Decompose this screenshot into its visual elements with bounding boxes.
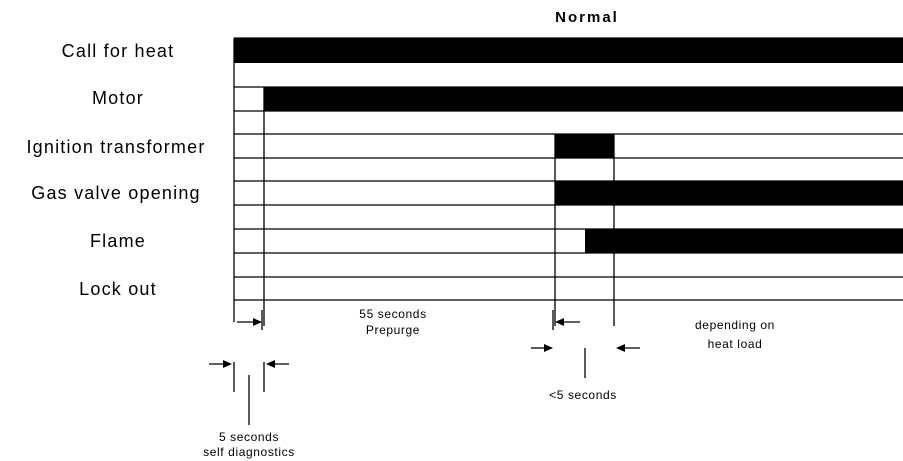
prepurge-line1: 55 seconds (359, 307, 426, 321)
arrow-left-icon (616, 344, 625, 352)
arrow-left-icon (555, 318, 564, 326)
arrow-right-icon (253, 318, 262, 326)
label-ignition-transformer: Ignition transformer (26, 137, 205, 157)
label-gas-valve-opening: Gas valve opening (31, 183, 201, 203)
diagram-title: Normal (555, 9, 619, 26)
heat-load-line2: heat load (708, 337, 763, 351)
signal-bars (234, 38, 903, 253)
bar-call-for-heat (234, 38, 903, 63)
label-call-for-heat: Call for heat (62, 41, 175, 61)
bar-motor (264, 87, 903, 111)
arrow-right-icon (223, 360, 232, 368)
row-labels: Call for heat Motor Ignition transformer… (26, 41, 205, 299)
annotations: 55 seconds Prepurge depending on heat lo… (203, 307, 775, 459)
bar-gas-valve-opening (555, 181, 903, 205)
diagnostics-line1: 5 seconds (219, 430, 279, 444)
label-motor: Motor (92, 88, 144, 108)
label-flame: Flame (90, 231, 146, 251)
bar-flame (585, 229, 903, 253)
prepurge-line2: Prepurge (366, 323, 420, 337)
arrow-right-icon (544, 344, 553, 352)
label-lock-out: Lock out (79, 279, 157, 299)
arrow-left-icon (266, 360, 275, 368)
ignition-duration: <5 seconds (549, 388, 617, 402)
diagnostics-line2: self diagnostics (203, 445, 295, 459)
bar-ignition-transformer (555, 134, 614, 158)
heat-load-line1: depending on (695, 318, 775, 332)
dimension-marks (209, 310, 640, 425)
